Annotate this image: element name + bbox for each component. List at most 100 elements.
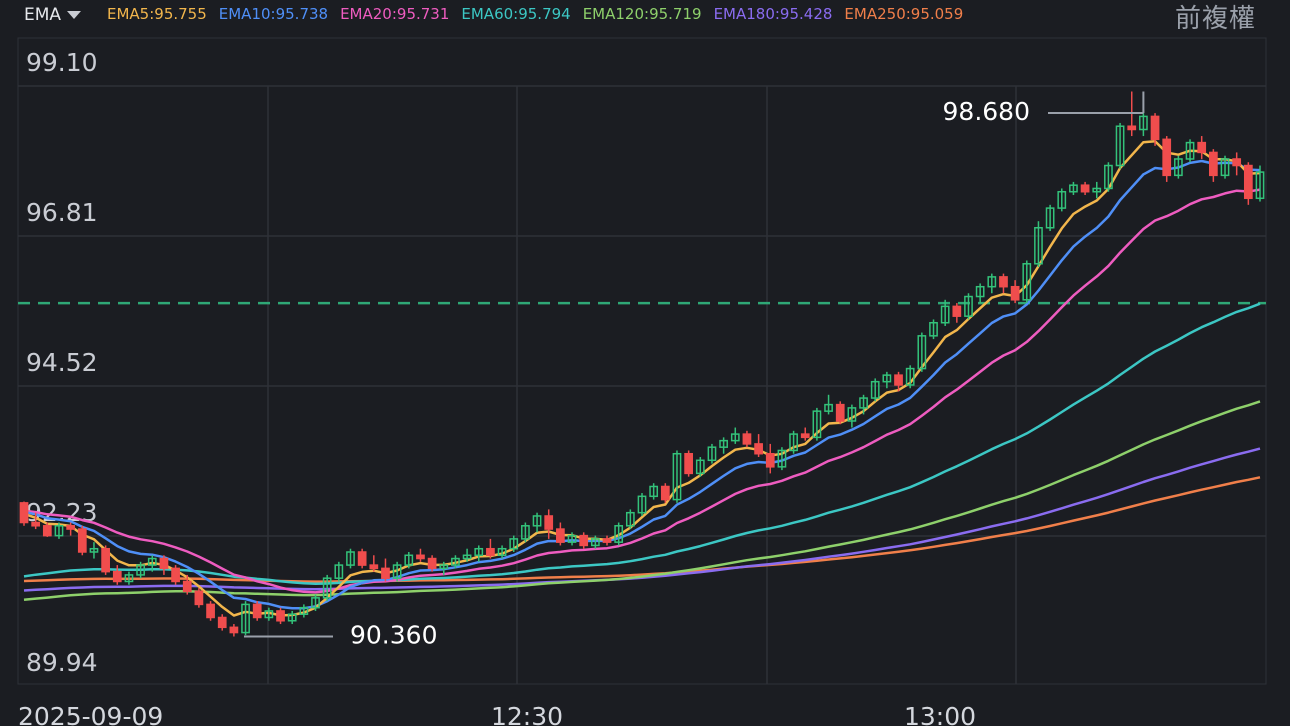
y-tick-label: 96.81 <box>26 198 98 227</box>
candle-body <box>940 305 950 324</box>
candle-body <box>1197 141 1207 154</box>
candle-body <box>311 597 320 609</box>
candle-body <box>42 525 52 537</box>
candle-body <box>112 570 122 583</box>
candle-body <box>486 547 495 557</box>
candle-body <box>474 547 484 557</box>
candle-body <box>19 502 29 524</box>
candle-body <box>765 452 775 468</box>
candle-body <box>497 547 507 557</box>
candle-body <box>287 613 297 622</box>
y-tick-label: 99.10 <box>26 48 98 77</box>
candle-body <box>1232 158 1242 167</box>
candle-body <box>1010 285 1020 301</box>
candle-body <box>124 574 134 583</box>
candle-body <box>835 403 845 422</box>
series-line-ema250 <box>23 476 1261 583</box>
candle-body <box>1208 151 1218 177</box>
candle-body <box>77 528 87 553</box>
candle-body <box>964 295 973 317</box>
candle-body <box>917 335 927 370</box>
max-marker-label: 98.680 <box>943 97 1030 126</box>
candle-body <box>952 305 962 317</box>
candle-body <box>217 616 227 629</box>
candle-body <box>462 554 472 560</box>
candle-body <box>579 534 589 547</box>
candle-body <box>427 557 437 570</box>
chart-header: EMA EMA5:95.755 EMA10:95.738 EMA20:95.731 E… <box>0 0 1290 36</box>
candle-body <box>1162 138 1172 177</box>
candle-body <box>182 580 192 593</box>
candle-body <box>544 515 554 530</box>
candle-body <box>334 564 344 579</box>
candle-body <box>929 321 938 337</box>
candle-body <box>1057 190 1067 209</box>
candle-body <box>590 538 600 547</box>
candle-body <box>369 564 379 570</box>
indicator-label: EMA <box>24 5 62 25</box>
legend-item-ema60: EMA60:95.794 <box>461 5 571 23</box>
candle-body <box>66 525 76 530</box>
candle-body <box>695 459 705 475</box>
candle-body <box>1174 158 1183 177</box>
candle-body <box>742 433 752 445</box>
candle-body <box>54 525 64 537</box>
candle-body <box>101 547 110 573</box>
candle-body <box>252 603 262 619</box>
candle-body <box>882 374 892 383</box>
candle-body <box>147 557 157 566</box>
candle-body <box>1022 263 1032 301</box>
candle-body <box>1104 164 1113 190</box>
candle-body <box>1127 125 1137 131</box>
candle-body <box>1080 184 1090 193</box>
candle-body <box>684 452 694 475</box>
candle-body <box>649 485 659 498</box>
candle-body <box>404 554 414 566</box>
chart-frame <box>17 37 1267 685</box>
chevron-down-icon <box>67 11 82 19</box>
candle-body <box>89 547 99 553</box>
candle-body <box>241 603 250 634</box>
candle-body <box>894 374 903 386</box>
candle-body <box>1220 158 1230 177</box>
candle-body <box>1185 141 1195 160</box>
candle-body <box>556 528 565 543</box>
candle-body <box>602 538 612 543</box>
candle-body <box>264 610 274 619</box>
x-tick-label: 13:00 <box>904 702 976 726</box>
candle-body <box>357 551 367 566</box>
candle-body <box>136 564 145 576</box>
price-adjust-button[interactable]: 前複權 <box>1174 4 1256 34</box>
candle-body <box>800 433 810 439</box>
candle-body <box>999 276 1008 288</box>
candle-body <box>1092 187 1102 193</box>
candle-body <box>229 626 239 634</box>
x-tick-label: 12:30 <box>491 702 563 726</box>
candle-body <box>719 439 728 448</box>
candle-body <box>1150 115 1160 141</box>
legend-item-ema180: EMA180:95.428 <box>713 5 833 23</box>
candle-body <box>381 567 390 579</box>
candle-body <box>451 557 460 566</box>
series-line-ema60 <box>23 302 1261 585</box>
min-marker-label: 90.360 <box>350 620 437 649</box>
candle-body <box>416 554 425 560</box>
series-line-ema10 <box>23 159 1261 610</box>
legend-item-ema10: EMA10:95.738 <box>218 5 329 23</box>
candle-body <box>672 452 682 501</box>
candle-body <box>1069 184 1078 193</box>
candle-body <box>567 534 577 543</box>
candle-body <box>637 495 647 514</box>
candle-body <box>276 610 285 622</box>
candle-body <box>870 380 880 399</box>
candle-body <box>777 449 787 468</box>
indicator-dropdown[interactable]: EMA <box>24 4 82 26</box>
candle-body <box>987 276 997 288</box>
candle-body <box>824 403 833 412</box>
candle-body <box>812 410 822 439</box>
candle-body <box>1115 125 1125 167</box>
candle-body <box>1045 207 1055 229</box>
legend-item-ema20: EMA20:95.731 <box>340 5 450 23</box>
candle-body <box>754 443 763 455</box>
